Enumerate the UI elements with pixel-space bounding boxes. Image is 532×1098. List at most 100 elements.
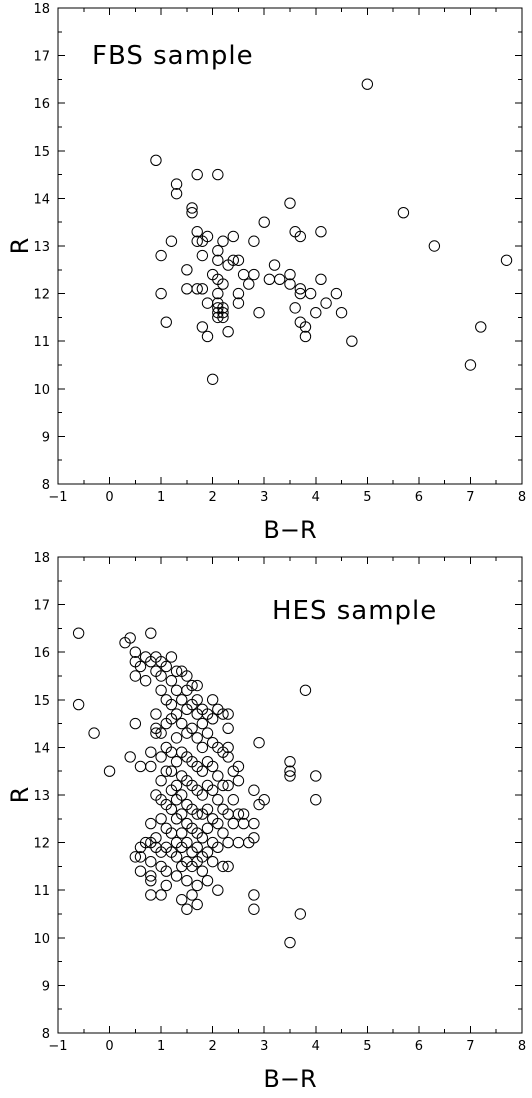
data-point xyxy=(88,727,100,739)
data-point xyxy=(160,660,172,673)
data-point xyxy=(284,278,296,290)
data-point xyxy=(212,770,224,782)
x-tick-label: 8 xyxy=(518,1039,526,1054)
x-tick-label: 3 xyxy=(260,490,268,505)
fbs-sample-panel: FBS sample R B−R −1 0 1 2 3 4 5 6 7 8891011121314… xyxy=(6,2,526,544)
data-point xyxy=(206,373,219,385)
data-point xyxy=(139,675,152,687)
data-point xyxy=(170,732,183,744)
data-point xyxy=(273,273,286,286)
data-point xyxy=(155,775,167,787)
data-point xyxy=(346,335,358,347)
y-tick-label: 13 xyxy=(33,240,50,255)
data-point xyxy=(170,870,183,882)
data-point xyxy=(227,230,239,243)
y-tick-label: 10 xyxy=(33,932,50,947)
y-tick-label: 14 xyxy=(33,741,50,756)
data-point xyxy=(155,249,167,262)
data-point xyxy=(284,770,296,782)
data-point xyxy=(181,874,193,887)
data-point xyxy=(155,727,167,739)
y-tick-label: 12 xyxy=(33,837,50,852)
data-point xyxy=(428,240,441,252)
data-point xyxy=(222,751,234,763)
data-point xyxy=(222,325,234,338)
data-point xyxy=(155,684,167,696)
data-point xyxy=(155,889,167,901)
data-point xyxy=(248,903,260,915)
data-point xyxy=(145,817,157,830)
y-tick-label: 8 xyxy=(42,478,50,493)
plot-frame xyxy=(57,7,523,485)
data-point xyxy=(165,675,178,687)
data-point xyxy=(232,297,245,309)
data-point xyxy=(150,727,162,739)
x-tick-label: 3 xyxy=(260,1039,268,1054)
data-point xyxy=(294,908,307,920)
data-point xyxy=(222,860,234,873)
data-point xyxy=(335,306,348,319)
y-tick-label: 15 xyxy=(33,694,50,709)
data-point xyxy=(196,321,209,333)
x-tick-label: 0 xyxy=(105,1039,113,1054)
data-point xyxy=(170,187,183,200)
data-point xyxy=(145,855,157,868)
data-point xyxy=(170,779,183,792)
data-point xyxy=(227,254,239,266)
data-point xyxy=(103,765,116,777)
data-point xyxy=(196,741,209,754)
data-point xyxy=(170,684,183,696)
data-point xyxy=(310,770,322,782)
data-point xyxy=(176,694,188,706)
data-point xyxy=(150,832,162,844)
data-point xyxy=(201,803,214,815)
data-point xyxy=(217,779,229,792)
data-point xyxy=(191,694,203,706)
data-point xyxy=(248,784,260,796)
data-point xyxy=(232,254,245,266)
data-point xyxy=(72,627,85,639)
data-point xyxy=(294,230,307,243)
data-point xyxy=(212,841,224,854)
data-point xyxy=(170,665,183,677)
data-point xyxy=(222,722,234,735)
data-point xyxy=(289,302,301,314)
data-point xyxy=(212,287,224,300)
data-point xyxy=(212,254,224,266)
data-point xyxy=(191,679,203,692)
data-point xyxy=(186,679,198,692)
data-point xyxy=(186,202,198,214)
x-axis-title: B−R xyxy=(263,516,316,544)
data-point xyxy=(248,832,260,844)
data-point xyxy=(217,235,229,247)
data-point xyxy=(284,755,296,768)
data-point xyxy=(299,684,312,696)
x-tick-label: 1 xyxy=(157,490,165,505)
data-point xyxy=(330,287,343,300)
y-tick-label: 8 xyxy=(42,1027,50,1042)
data-point xyxy=(170,851,183,863)
data-point xyxy=(165,651,178,663)
data-point xyxy=(196,789,209,801)
data-point xyxy=(315,273,327,286)
data-point xyxy=(206,855,219,868)
data-point xyxy=(310,306,322,319)
data-point xyxy=(361,78,374,90)
data-point xyxy=(170,178,183,190)
data-point xyxy=(222,836,234,849)
data-point xyxy=(237,817,250,830)
data-point xyxy=(253,736,265,749)
data-point xyxy=(299,330,312,343)
data-point xyxy=(237,268,250,281)
panel-title: FBS sample xyxy=(92,41,254,71)
y-tick-label: 11 xyxy=(33,335,50,350)
data-point xyxy=(176,789,188,801)
data-point xyxy=(145,889,157,901)
y-tick-label: 17 xyxy=(33,50,50,65)
data-point xyxy=(284,936,296,949)
data-point xyxy=(299,321,312,333)
y-tick-label: 16 xyxy=(33,97,50,112)
data-point xyxy=(248,268,260,281)
data-point xyxy=(196,832,209,844)
panel-title: HES sample xyxy=(272,596,437,626)
